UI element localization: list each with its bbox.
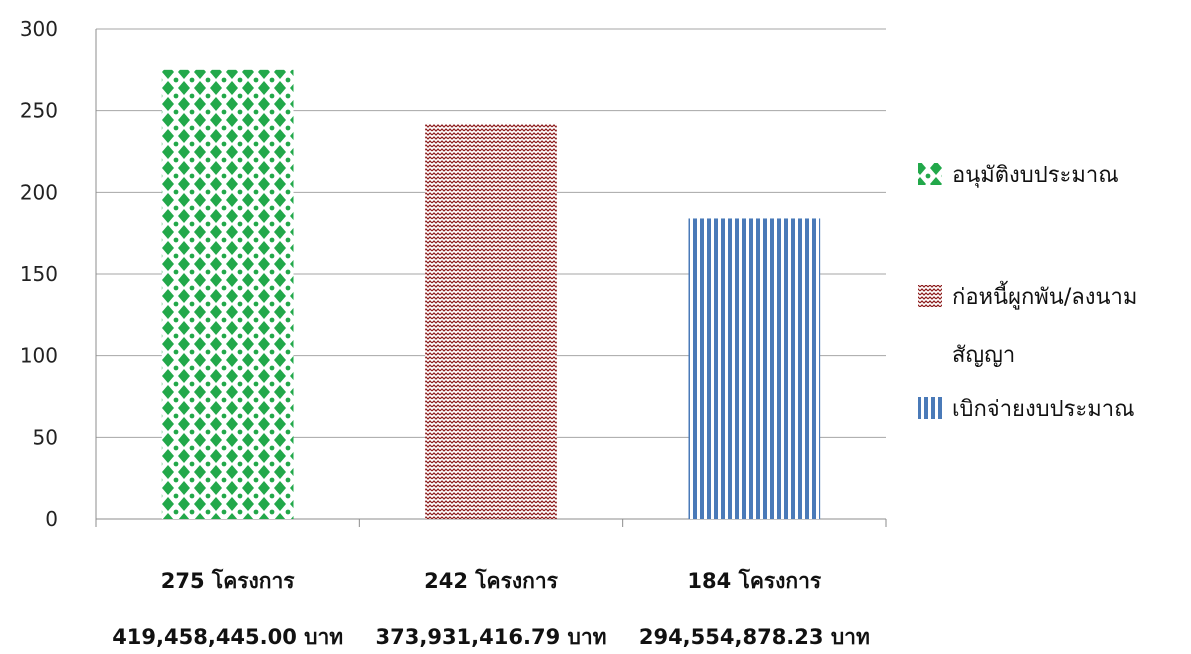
category-value-label-2: 373,931,416.79 บาท [376, 625, 607, 649]
y-tick-label-50: 50 [33, 425, 58, 449]
legend-swatch-2 [918, 285, 942, 307]
bar-3 [688, 218, 821, 519]
legend-swatch-1 [918, 163, 942, 185]
y-tick-label-150: 150 [20, 262, 58, 286]
category-value-label-3: 294,554,878.23 บาท [639, 625, 870, 649]
y-tick-label-250: 250 [20, 99, 58, 123]
bar-2 [425, 123, 557, 519]
legend-swatch-3 [918, 397, 942, 419]
legend: อนุมัติงบประมาณก่อหนี้ผูกพัน/ลงนามสัญญาเ… [918, 163, 1137, 422]
legend-label-2: ก่อหนี้ผูกพัน/ลงนาม [952, 281, 1137, 310]
legend-label-2-line2: สัญญา [952, 343, 1015, 368]
y-tick-label-300: 300 [20, 17, 58, 41]
category-label-1: 275 โครงการ [161, 568, 296, 593]
labels: 0 50 100 150 200 250 300 275 โครงการ 419,458,445… [20, 17, 870, 649]
bars [161, 69, 821, 519]
legend-label-3: เบิกจ่ายงบประมาณ [952, 397, 1135, 422]
category-value-label-1: 419,458,445.00 บาท [112, 625, 343, 649]
y-tick-label-100: 100 [20, 344, 58, 368]
legend-label-1: อนุมัติงบประมาณ [952, 163, 1119, 188]
category-label-3: 184 โครงการ [687, 568, 822, 593]
y-tick-label-200: 200 [20, 180, 58, 204]
category-label-2: 242 โครงการ [424, 568, 559, 593]
y-tick-label-0: 0 [45, 507, 58, 531]
bar-1 [161, 69, 294, 519]
